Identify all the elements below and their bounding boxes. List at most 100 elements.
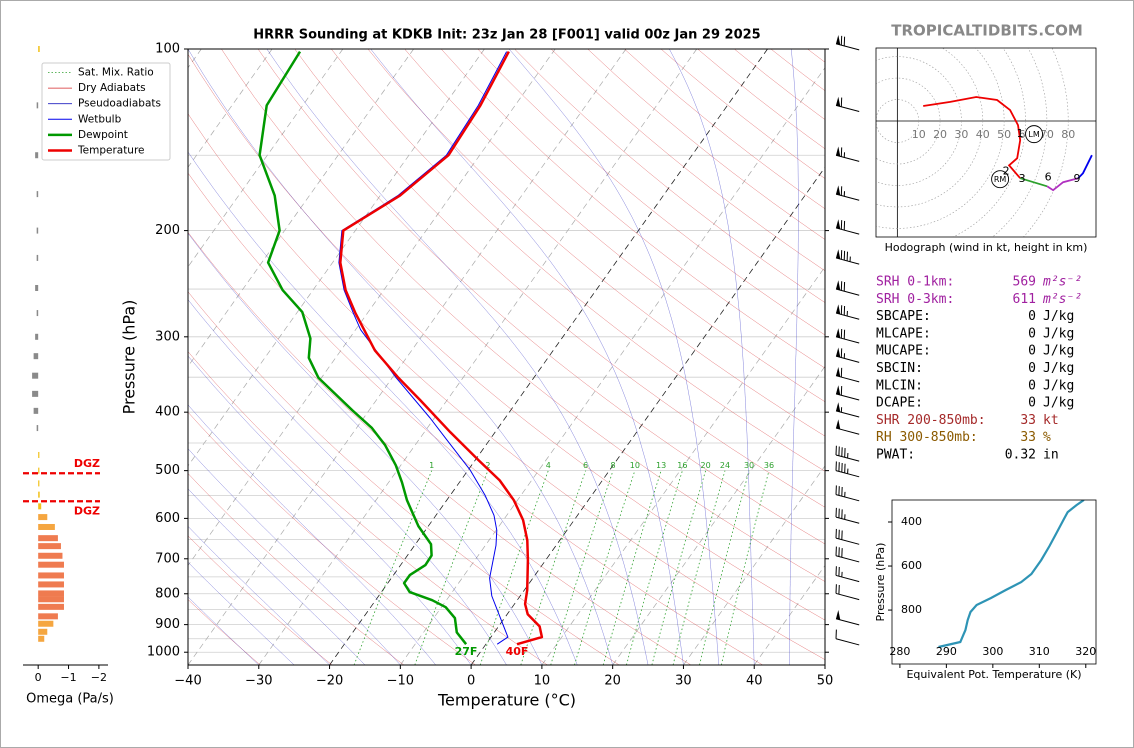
dry-adiabat xyxy=(514,49,825,303)
x-tick-label: −40 xyxy=(174,674,201,689)
theta-frame xyxy=(891,499,1097,665)
omega-x-label: Omega (Pa/s) xyxy=(26,692,114,707)
dry-adiabat xyxy=(367,49,825,437)
hodo-ring xyxy=(876,77,941,165)
dry-adiabat xyxy=(188,291,620,665)
wind-barb xyxy=(835,419,860,435)
legend-label: Temperature xyxy=(77,145,145,157)
barb-pennant xyxy=(836,280,841,291)
index-value: 0.32 xyxy=(1005,448,1036,463)
theta-y-tick-label: 600 xyxy=(901,559,922,572)
pseudoadiabat xyxy=(669,49,755,665)
barb-pennant xyxy=(836,328,841,338)
barb-staff xyxy=(835,638,860,646)
dry-adiabat xyxy=(294,49,825,508)
storm-motion-marker xyxy=(991,170,1010,189)
omega-bar xyxy=(38,590,64,597)
index-label: RH 300-850mb: xyxy=(876,430,978,445)
omega-bar xyxy=(32,390,39,397)
omega-bar xyxy=(38,628,48,635)
omega-bar xyxy=(38,451,40,458)
dry-adiabat xyxy=(188,473,405,665)
omega-bar xyxy=(38,572,64,579)
wind-barb xyxy=(835,347,860,363)
mixing-ratio-line xyxy=(479,470,549,665)
dry-adiabat xyxy=(477,49,825,336)
mixing-ratio-label: 4 xyxy=(546,461,551,470)
barb-staff xyxy=(835,555,860,563)
index-unit: J/kg xyxy=(1043,326,1074,341)
plot-frame xyxy=(187,48,826,666)
pseudoadiabat xyxy=(188,525,330,665)
omega-bar xyxy=(38,561,64,568)
mixing-ratio-label: 24 xyxy=(720,461,730,470)
x-tick-label: 30 xyxy=(675,674,692,689)
hodo-ring xyxy=(876,99,920,143)
mixing-ratio-line xyxy=(602,470,662,665)
mixing-ratio-label: 10 xyxy=(630,461,640,470)
height-label: 2 xyxy=(1003,164,1010,177)
indices: SRH 0-1km: 569 m²s⁻² SRH 0-3km: 611 m²s⁻² SBCA… xyxy=(876,275,1082,463)
omega-bar xyxy=(38,603,64,610)
barb-pennant xyxy=(836,385,841,395)
dry-adiabat xyxy=(188,351,548,665)
pseudoadiabat xyxy=(188,561,295,665)
omega-bar xyxy=(38,543,61,550)
index-value: 0 xyxy=(1028,396,1036,411)
wind-barb xyxy=(835,402,860,418)
omega-bar xyxy=(36,425,39,432)
barb-pennant xyxy=(836,419,841,430)
x-tick-label: 50 xyxy=(817,674,834,689)
y-tick-label: 800 xyxy=(155,586,180,601)
dry-adiabat xyxy=(188,53,825,621)
storm-motion-label: LM xyxy=(1028,130,1039,139)
index-value: 569 xyxy=(1013,275,1036,290)
y-axis-label: Pressure (hPa) xyxy=(120,300,139,415)
barb-staff xyxy=(835,516,860,524)
barb-staff xyxy=(835,574,860,583)
y-tick-label: 100 xyxy=(155,42,180,57)
dgz-label: DGZ xyxy=(74,457,100,470)
pseudoadiabat xyxy=(188,355,472,665)
y-tick-label: 700 xyxy=(155,551,180,566)
mixing-ratio-label: 8 xyxy=(610,461,615,470)
profile-line xyxy=(339,51,544,646)
isotherm xyxy=(683,465,825,665)
isotherm xyxy=(329,49,768,665)
index-label: SBCIN: xyxy=(876,361,923,376)
index-value: 0 xyxy=(1028,361,1036,376)
mixing-ratio-label: 30 xyxy=(744,461,754,470)
pseudoadiabat xyxy=(266,49,649,665)
index-label: SHR 200-850mb: xyxy=(876,413,986,428)
omega-tick-label: 0 xyxy=(35,671,42,684)
hodo-ring-label: 10 xyxy=(912,128,926,141)
x-tick-label: 40 xyxy=(746,674,763,689)
theta-x-label: Equivalent Pot. Temperature (K) xyxy=(906,668,1081,681)
omega-bar xyxy=(35,333,39,340)
theta-e-chart xyxy=(938,500,1085,649)
x-tick-label: 10 xyxy=(534,674,551,689)
omega-bar xyxy=(38,535,58,542)
barb-pennant xyxy=(836,367,841,377)
omega-tick-label: −2 xyxy=(91,671,107,684)
mixing-ratio-label: 16 xyxy=(677,461,687,470)
index-value: 33 xyxy=(1020,430,1036,445)
barb-pennant xyxy=(836,304,841,315)
theta-y-tick-label: 800 xyxy=(901,603,922,616)
omega-bar xyxy=(38,514,48,521)
wind-barb xyxy=(835,385,860,401)
omega-bar xyxy=(35,152,39,159)
omega-bar xyxy=(38,523,55,530)
x-tick-label: −30 xyxy=(245,674,272,689)
mixing-ratio-label: 6 xyxy=(583,461,588,470)
index-value: 0 xyxy=(1028,326,1036,341)
storm-motion-marker xyxy=(1025,125,1044,144)
hodo-ring-label: 80 xyxy=(1061,128,1075,141)
y-tick-label: 600 xyxy=(155,511,180,526)
mixing-ratio-line xyxy=(414,470,489,665)
height-label: 9 xyxy=(1073,172,1080,185)
index-value: 0 xyxy=(1028,309,1036,324)
omega-bar xyxy=(38,491,40,498)
mixing-ratio-label: 1 xyxy=(429,461,434,470)
legend-box xyxy=(41,62,171,161)
